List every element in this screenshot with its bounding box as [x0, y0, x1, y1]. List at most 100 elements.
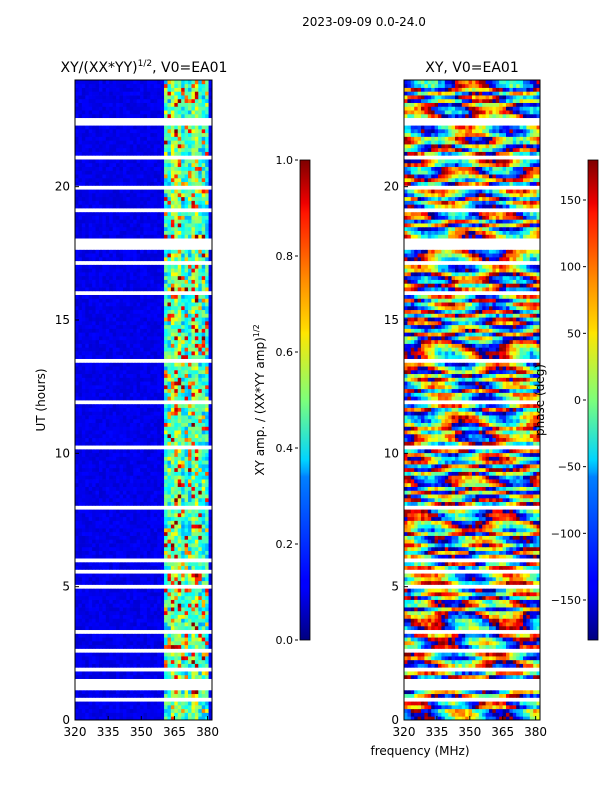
amplitude-cell	[133, 520, 138, 525]
amplitude-cell	[188, 479, 192, 484]
amplitude-cell	[133, 625, 138, 631]
amplitude-cell	[153, 520, 158, 525]
amplitude-cell	[98, 460, 103, 465]
amplitude-cell	[119, 490, 124, 495]
amplitude-cell	[105, 490, 110, 495]
amplitude-cell	[85, 678, 90, 683]
amplitude-cell	[140, 317, 144, 322]
amplitude-cell	[140, 328, 144, 333]
amplitude-cell	[88, 354, 93, 359]
amplitude-cell	[140, 351, 144, 356]
amplitude-cell	[112, 313, 117, 318]
amplitude-cell	[109, 501, 114, 506]
amplitude-cell	[92, 528, 96, 533]
amplitude-cell	[75, 272, 79, 277]
amplitude-cell	[129, 287, 134, 292]
amplitude-cell	[153, 678, 158, 683]
amplitude-cell	[191, 418, 196, 423]
amplitude-cell	[170, 592, 175, 597]
amplitude-cell	[177, 384, 182, 390]
amplitude-cell	[198, 622, 203, 627]
amplitude-cell	[143, 249, 148, 254]
left-plot-title: XY/(XX*YY)1/2, V0=EA01	[61, 59, 228, 76]
amplitude-cell	[191, 576, 196, 582]
amplitude-cell	[95, 358, 100, 363]
amplitude-cell	[116, 561, 120, 567]
amplitude-cell	[146, 629, 151, 634]
amplitude-cell	[136, 509, 141, 514]
amplitude-cell	[78, 539, 83, 544]
amplitude-cell	[98, 678, 103, 683]
amplitude-cell	[119, 411, 124, 416]
amplitude-cell	[126, 550, 131, 555]
amplitude-cell	[174, 249, 179, 254]
amplitude-cell	[184, 531, 189, 536]
amplitude-cell	[126, 283, 131, 288]
amplitude-cell	[126, 512, 131, 518]
amplitude-cell	[188, 629, 192, 634]
amplitude-cell	[150, 400, 155, 405]
amplitude-cell	[75, 516, 79, 521]
amplitude-cell	[177, 369, 182, 375]
amplitude-cell	[119, 607, 124, 612]
amplitude-cell	[136, 486, 141, 491]
amplitude-cell	[112, 689, 117, 695]
amplitude-cell	[81, 279, 86, 284]
amplitude-cell	[85, 625, 90, 631]
amplitude-cell	[198, 418, 203, 423]
amplitude-cell	[112, 693, 117, 698]
amplitude-cell	[184, 290, 189, 295]
amplitude-cell	[191, 384, 196, 390]
amplitude-cell	[174, 467, 179, 472]
amplitude-cell	[164, 656, 168, 661]
amplitude-cell	[119, 520, 124, 525]
amplitude-cell	[109, 283, 114, 288]
amplitude-cell	[98, 339, 103, 344]
amplitude-cell	[116, 543, 120, 548]
amplitude-cell	[133, 324, 138, 329]
amplitude-cell	[170, 671, 175, 676]
amplitude-cell	[157, 464, 162, 469]
amplitude-cell	[119, 377, 124, 382]
amplitude-cell	[143, 565, 148, 570]
amplitude-cell	[140, 479, 144, 484]
amplitude-cell	[109, 607, 114, 612]
amplitude-cell	[136, 343, 141, 348]
amplitude-cell	[191, 369, 196, 375]
amplitude-cell	[188, 362, 192, 367]
amplitude-cell	[146, 272, 151, 277]
amplitude-cell	[85, 656, 90, 661]
amplitude-cell	[105, 426, 110, 431]
amplitude-cell	[116, 576, 120, 582]
amplitude-cell	[92, 445, 96, 450]
amplitude-cell	[88, 415, 93, 420]
amplitude-cell	[136, 354, 141, 359]
amplitude-cell	[88, 302, 93, 307]
amplitude-cell	[157, 618, 162, 623]
amplitude-cell	[81, 366, 86, 371]
amplitude-cell	[146, 467, 151, 472]
amplitude-cell	[112, 294, 117, 299]
amplitude-cell	[88, 283, 93, 288]
amplitude-cell	[205, 697, 209, 702]
amplitude-cell	[188, 279, 192, 284]
amplitude-cell	[153, 535, 158, 540]
amplitude-cell	[160, 354, 165, 359]
amplitude-cell	[164, 516, 168, 521]
amplitude-cell	[184, 618, 189, 623]
amplitude-cell	[133, 354, 138, 359]
amplitude-cell	[184, 704, 189, 710]
amplitude-cell	[164, 592, 168, 597]
amplitude-cell	[112, 479, 117, 484]
amplitude-cell	[116, 704, 120, 710]
amplitude-cell	[170, 656, 175, 661]
amplitude-cell	[81, 256, 86, 262]
amplitude-cell	[177, 430, 182, 435]
amplitude-cell	[122, 411, 127, 416]
amplitude-cell	[133, 573, 138, 578]
amplitude-cell	[153, 640, 158, 646]
amplitude-cell	[122, 426, 127, 431]
amplitude-cell	[116, 569, 120, 574]
amplitude-cell	[184, 561, 189, 567]
amplitude-cell	[109, 392, 114, 397]
